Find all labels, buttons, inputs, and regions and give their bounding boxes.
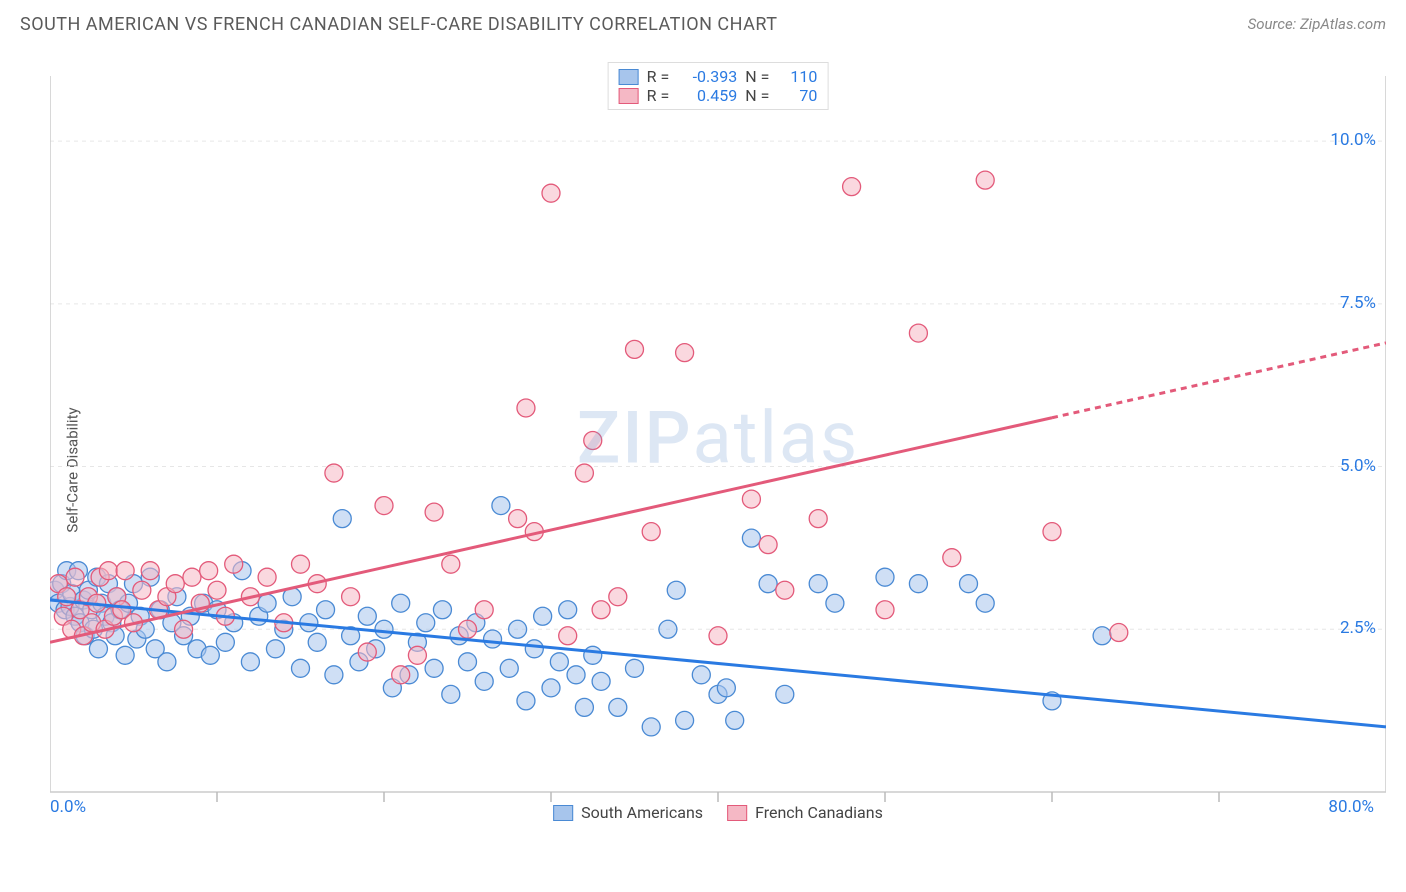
- legend-label: French Canadians: [755, 803, 883, 822]
- legend-swatch: [553, 805, 573, 821]
- legend-label: South Americans: [581, 803, 703, 822]
- legend-swatch: [619, 88, 639, 104]
- r-value: -0.393: [677, 67, 737, 86]
- x-axis-min-label: 0.0%: [50, 797, 86, 817]
- plot-area: ZIPatlas R = -0.393 N = 110 R = 0.459 N …: [50, 62, 1386, 822]
- x-axis-max-label: 80.0%: [1328, 797, 1374, 817]
- y-tick-label: 10.0%: [1330, 130, 1376, 150]
- legend-item: French Canadians: [727, 803, 883, 822]
- legend-swatch: [727, 805, 747, 821]
- legend-item: South Americans: [553, 803, 703, 822]
- source-attribution: Source: ZipAtlas.com: [1248, 15, 1386, 33]
- legend-swatch: [619, 69, 639, 85]
- y-tick-label: 2.5%: [1340, 618, 1376, 638]
- series-legend: South Americans French Canadians: [553, 803, 883, 822]
- y-tick-label: 5.0%: [1340, 456, 1376, 476]
- legend-row: R = -0.393 N = 110: [619, 67, 818, 86]
- n-label: N =: [745, 86, 769, 105]
- n-label: N =: [745, 67, 769, 86]
- chart-title: SOUTH AMERICAN VS FRENCH CANADIAN SELF-C…: [20, 14, 778, 35]
- n-value: 110: [777, 67, 817, 86]
- n-value: 70: [777, 86, 817, 105]
- chart-container: Self-Care Disability ZIPatlas R = -0.393…: [0, 48, 1406, 892]
- r-value: 0.459: [677, 86, 737, 105]
- y-tick-label: 7.5%: [1340, 293, 1376, 313]
- legend-row: R = 0.459 N = 70: [619, 86, 818, 105]
- scatter-plot-svg: [50, 62, 1386, 822]
- correlation-legend: R = -0.393 N = 110 R = 0.459 N = 70: [608, 62, 829, 110]
- r-label: R =: [647, 86, 670, 105]
- r-label: R =: [647, 67, 670, 86]
- header: SOUTH AMERICAN VS FRENCH CANADIAN SELF-C…: [0, 0, 1406, 48]
